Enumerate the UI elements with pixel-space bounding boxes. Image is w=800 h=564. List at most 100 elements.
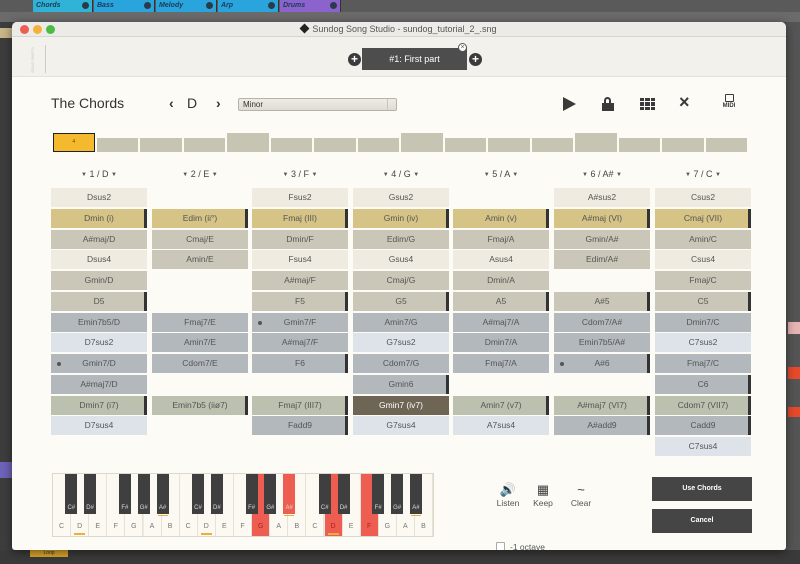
chord-cell[interactable]: C5	[655, 291, 751, 311]
track-menu-icon[interactable]	[144, 2, 151, 9]
add-part-after-button[interactable]: +	[469, 53, 482, 66]
black-key[interactable]: A#	[409, 474, 422, 516]
black-key[interactable]: D#	[210, 474, 223, 514]
piano-keyboard[interactable]: C D E F G A B C D E F G A B C D E F G A B C# D# F# G# A# C# D# F# G# A…	[52, 473, 434, 537]
caret-down-icon[interactable]: ▼	[382, 172, 389, 178]
chord-cell[interactable]: A7sus4	[453, 416, 549, 436]
chord-cell[interactable]: Edim/G	[353, 229, 449, 249]
bar-slot[interactable]	[401, 133, 443, 152]
chord-cell[interactable]: Emin7b5/A#	[554, 333, 650, 353]
close-part-icon[interactable]: ×	[458, 43, 467, 52]
chord-cell[interactable]: Asus4	[453, 250, 549, 270]
chord-cell[interactable]: Gmin6	[353, 374, 449, 394]
caret-down-icon[interactable]: ▼	[211, 172, 218, 178]
chord-cell[interactable]: A#maj7 (VI7)	[554, 395, 650, 415]
bar-slot[interactable]	[618, 138, 660, 152]
chord-cell[interactable]: Amin/C	[655, 229, 751, 249]
caret-down-icon[interactable]: ▼	[715, 172, 721, 178]
chord-cell[interactable]: Gmin7/D	[51, 354, 147, 373]
black-key[interactable]: F#	[372, 474, 385, 514]
black-key[interactable]: A#	[283, 474, 296, 516]
bar-slot[interactable]	[488, 138, 530, 152]
black-key[interactable]: F#	[118, 474, 131, 514]
chord-cell[interactable]: Cdom7 (VII7)	[655, 395, 751, 415]
chord-cell[interactable]: Amin7 (v7)	[453, 395, 549, 415]
bar-slot[interactable]	[314, 138, 356, 152]
grid-icon[interactable]	[640, 98, 655, 110]
chord-cell[interactable]: Edim/A#	[554, 250, 650, 270]
bar-slot[interactable]	[227, 133, 269, 152]
degree-header[interactable]: ▼ 7 / C ▼	[685, 169, 721, 179]
daw-track-arp[interactable]: Arp	[218, 0, 279, 12]
cancel-button[interactable]: Cancel	[652, 509, 752, 533]
midi-export-icon[interactable]: MIDI	[719, 94, 739, 114]
chord-cell[interactable]: Gmin7/F	[252, 312, 348, 332]
chord-cell[interactable]: Amin/E	[152, 250, 248, 270]
unlock-icon[interactable]	[602, 97, 614, 111]
chord-cell[interactable]: Cdom7/E	[152, 354, 248, 373]
daw-track-chords[interactable]: Chords	[33, 0, 93, 12]
black-key[interactable]: G#	[137, 474, 150, 514]
chord-cell[interactable]: Dmin7 (i7)	[51, 395, 147, 415]
caret-down-icon[interactable]: ▼	[182, 172, 189, 178]
chord-cell[interactable]: Fmaj7/A	[453, 354, 549, 373]
degree-header[interactable]: ▼ 5 / A ▼	[483, 169, 519, 179]
chord-cell[interactable]: Emin7b5 (iiø7)	[152, 395, 248, 415]
degree-header[interactable]: ▼ 2 / E ▼	[182, 169, 218, 179]
black-key[interactable]: C#	[318, 474, 331, 514]
black-key[interactable]: D#	[84, 474, 97, 514]
clear-button[interactable]: ~ Clear	[566, 482, 596, 508]
listen-button[interactable]: 🔊 Listen	[493, 482, 523, 508]
daw-track-drums[interactable]: Drums	[280, 0, 341, 12]
chord-cell[interactable]: Fmaj/C	[655, 271, 751, 290]
chord-cell[interactable]: Gmin/A#	[554, 229, 650, 249]
track-menu-icon[interactable]	[206, 2, 213, 9]
chord-cell[interactable]: F5	[252, 291, 348, 311]
chord-cell[interactable]: Cmaj (VII)	[655, 208, 751, 228]
keep-button[interactable]: ▦ Keep	[528, 482, 558, 508]
caret-down-icon[interactable]: ▼	[413, 172, 420, 178]
window-maximize-button[interactable]	[46, 25, 55, 34]
part-tab-active[interactable]: #1: First part	[362, 48, 467, 70]
caret-down-icon[interactable]: ▼	[512, 172, 519, 178]
daw-loop-button[interactable]: Loop	[30, 550, 68, 557]
chord-cell[interactable]: Cmaj/E	[152, 229, 248, 249]
chord-cell[interactable]: Dmin7/C	[655, 312, 751, 332]
chord-cell[interactable]: Fmaj/A	[453, 229, 549, 249]
chord-cell[interactable]: Cadd9	[655, 416, 751, 436]
octave-toggle[interactable]: -1 octave	[496, 542, 545, 550]
track-menu-icon[interactable]	[268, 2, 275, 9]
bar-slot[interactable]	[575, 133, 617, 152]
chord-cell[interactable]: Fsus2	[252, 188, 348, 207]
clear-all-icon[interactable]: ×	[679, 92, 690, 112]
window-minimize-button[interactable]	[33, 25, 42, 34]
chord-cell[interactable]: Emin7b5/D	[51, 312, 147, 332]
caret-down-icon[interactable]: ▼	[582, 172, 588, 178]
track-menu-icon[interactable]	[330, 2, 337, 9]
black-key[interactable]: D#	[337, 474, 350, 514]
chord-cell[interactable]: A#sus2	[554, 188, 650, 207]
black-key[interactable]: C#	[192, 474, 204, 514]
chord-cell[interactable]: C7sus4	[655, 437, 751, 456]
black-key[interactable]: F#	[245, 474, 258, 514]
use-chords-button[interactable]: Use Chords	[652, 477, 752, 501]
chord-cell[interactable]: Cdom7/A#	[554, 312, 650, 332]
key-prev-button[interactable]: ‹	[169, 95, 174, 111]
add-part-before-button[interactable]: +	[348, 53, 361, 66]
chord-cell[interactable]: D5	[51, 291, 147, 311]
chord-cell[interactable]: Dmin/A	[453, 271, 549, 290]
octave-checkbox[interactable]	[496, 542, 505, 550]
bar-slot[interactable]	[357, 138, 399, 152]
caret-down-icon[interactable]: ▼	[616, 172, 622, 178]
caret-down-icon[interactable]: ▼	[311, 172, 318, 178]
chord-cell[interactable]: A#maj7/A	[453, 312, 549, 332]
chord-cell[interactable]: A#add9	[554, 416, 650, 436]
chord-cell[interactable]: A#maj (VI)	[554, 208, 650, 228]
bar-slot[interactable]	[183, 138, 225, 152]
black-key[interactable]: C#	[65, 474, 78, 514]
caret-down-icon[interactable]: ▼	[81, 172, 87, 178]
caret-down-icon[interactable]: ▼	[483, 172, 490, 178]
chord-cell[interactable]: Gmin7 (iv7)	[353, 395, 449, 415]
chord-cell[interactable]: Gmin/D	[51, 271, 147, 290]
chord-cell[interactable]: Gsus4	[353, 250, 449, 270]
